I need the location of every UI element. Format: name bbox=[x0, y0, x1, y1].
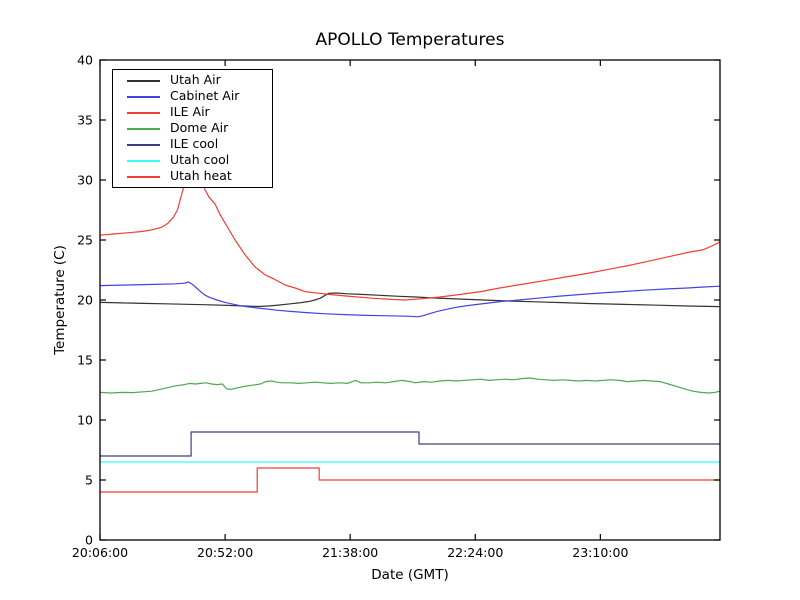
x-tick-label: 20:52:00 bbox=[197, 545, 253, 560]
y-tick-label: 5 bbox=[85, 473, 93, 488]
x-axis-label: Date (GMT) bbox=[371, 567, 449, 583]
legend-line-swatch bbox=[127, 127, 160, 130]
legend-line-swatch bbox=[127, 159, 160, 162]
legend-line-swatch bbox=[127, 111, 160, 114]
legend-line-swatch bbox=[127, 143, 160, 146]
y-axis-label: Temperature (C) bbox=[52, 245, 68, 355]
x-tick-label: 22:24:00 bbox=[447, 545, 503, 560]
legend-entry-utah-cool: Utah cool bbox=[127, 153, 272, 168]
y-tick-label: 35 bbox=[77, 113, 93, 128]
legend-label: Utah Air bbox=[170, 72, 221, 88]
legend-entry-utah-heat: Utah heat bbox=[127, 169, 272, 184]
legend-label: Utah cool bbox=[170, 152, 230, 168]
x-tick-label: 20:06:00 bbox=[72, 545, 128, 560]
legend-label: Utah heat bbox=[170, 168, 232, 184]
series-line-dome-air bbox=[99, 377, 721, 394]
legend-entry-utah-air: Utah Air bbox=[127, 73, 272, 88]
y-tick-label: 30 bbox=[77, 173, 93, 188]
y-tick-label: 40 bbox=[77, 53, 93, 68]
series-line-ile-cool bbox=[100, 431, 720, 457]
chart-title: APOLLO Temperatures bbox=[315, 30, 505, 50]
series-line-cabinet-air bbox=[99, 281, 721, 318]
y-tick-label: 0 bbox=[85, 533, 93, 548]
legend-entry-ile-cool: ILE cool bbox=[127, 137, 272, 152]
series-line-utah-air bbox=[99, 292, 721, 308]
legend-label: Dome Air bbox=[170, 120, 229, 136]
y-tick-label: 10 bbox=[77, 413, 93, 428]
x-tick-label: 23:10:00 bbox=[572, 545, 628, 560]
legend-box: Utah Air Cabinet Air ILE Air Dome Air ILE co… bbox=[112, 69, 273, 188]
series-line-utah-heat bbox=[100, 467, 720, 493]
y-tick-label: 20 bbox=[77, 293, 93, 308]
y-tick-label: 15 bbox=[77, 353, 93, 368]
y-tick-label: 25 bbox=[77, 233, 93, 248]
legend-line-swatch bbox=[127, 95, 160, 98]
legend-label: ILE cool bbox=[170, 136, 219, 152]
legend-label: Cabinet Air bbox=[170, 88, 240, 104]
legend-label: ILE Air bbox=[170, 104, 210, 120]
legend-entry-cabinet-air: Cabinet Air bbox=[127, 89, 272, 104]
legend-entry-ile-air: ILE Air bbox=[127, 105, 272, 120]
legend-entry-dome-air: Dome Air bbox=[127, 121, 272, 136]
x-tick-label: 21:38:00 bbox=[322, 545, 378, 560]
series-line-ile-air bbox=[99, 165, 721, 301]
legend-line-swatch bbox=[127, 175, 160, 178]
legend-line-swatch bbox=[127, 79, 160, 82]
